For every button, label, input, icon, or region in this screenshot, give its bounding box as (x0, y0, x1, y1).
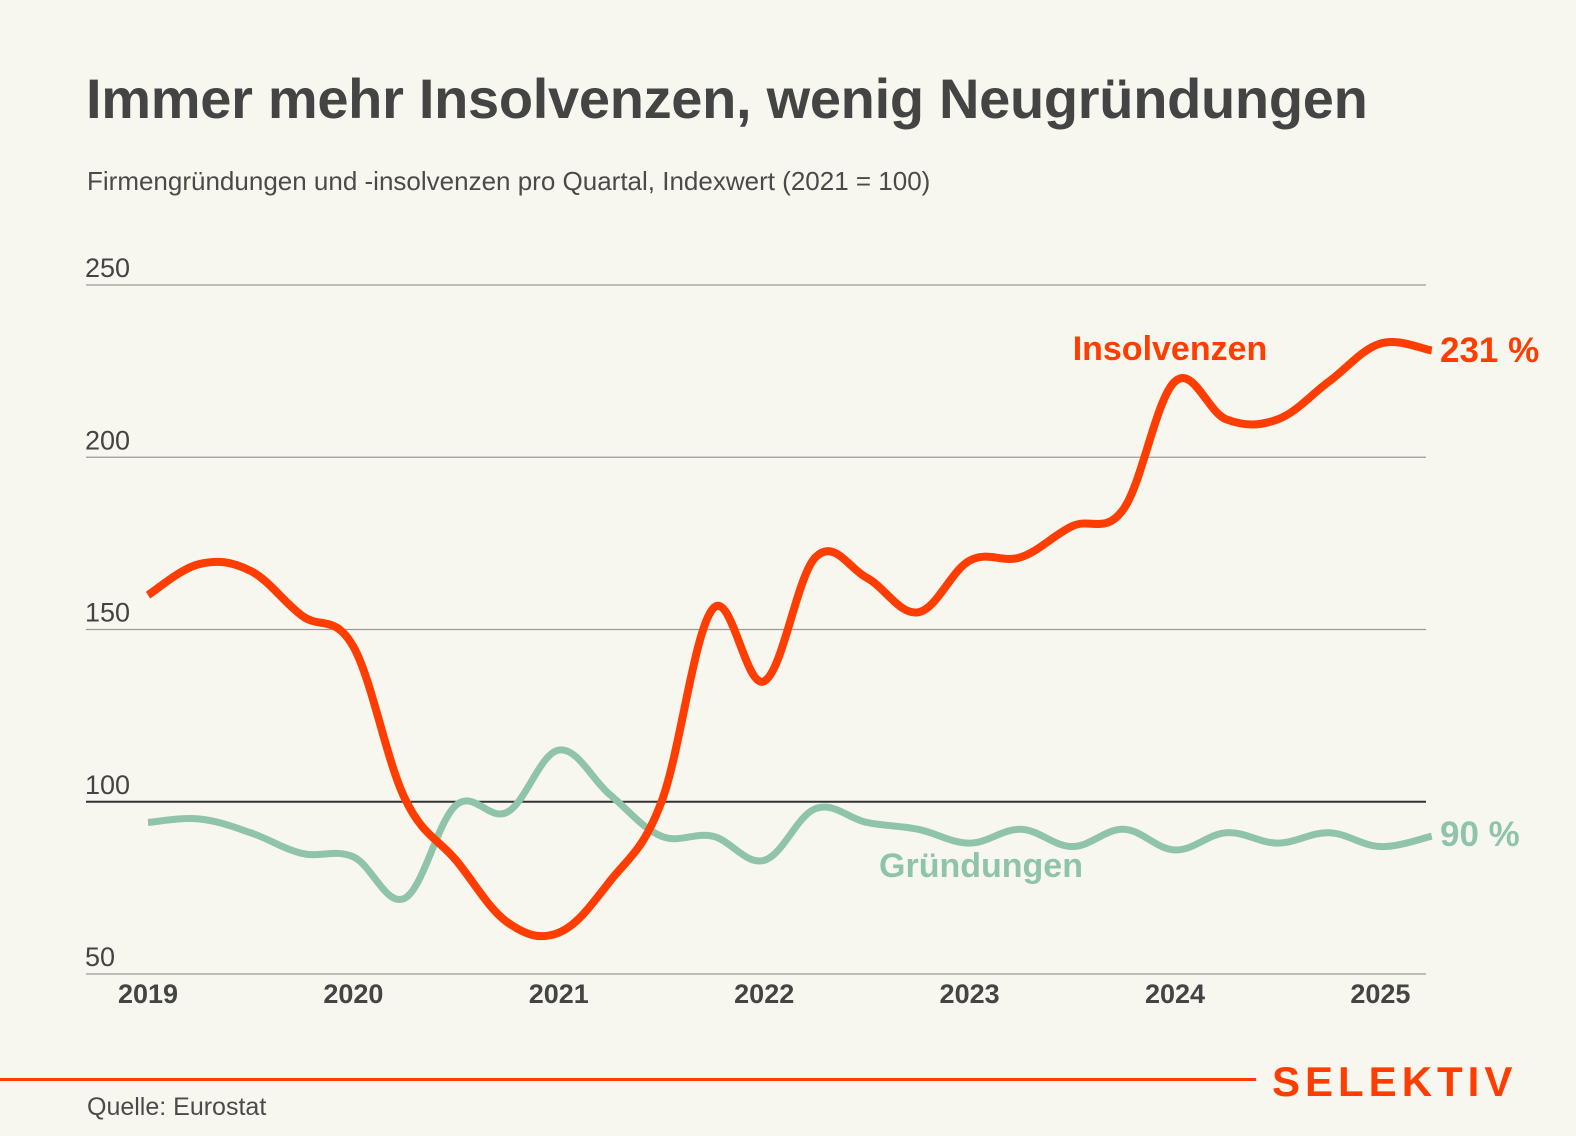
end-value-label-insolvenzen: 231 % (1440, 331, 1539, 370)
series-lines (145, 338, 1433, 941)
y-tick-label: 50 (85, 942, 115, 972)
x-tick-label: 2022 (734, 979, 794, 1009)
series-labels: Insolvenzen 231 % Gründungen 90 % (879, 330, 1539, 885)
x-tick-label: 2023 (940, 979, 1000, 1009)
x-tick-label: 2019 (118, 979, 178, 1009)
x-tick-label: 2020 (323, 979, 383, 1009)
series-label-gruendungen: Gründungen (879, 847, 1083, 885)
chart-subtitle: Firmengründungen und -insolvenzen pro Qu… (87, 166, 931, 196)
grid-lines (86, 284, 1426, 975)
series-line-gruendungen (147, 746, 1433, 903)
y-axis-ticks: 50 100 150 200 250 (85, 253, 130, 972)
series-label-insolvenzen: Insolvenzen (1073, 330, 1268, 368)
y-tick-label: 150 (85, 598, 130, 628)
x-tick-label: 2024 (1145, 979, 1205, 1009)
x-axis-ticks: 2019 2020 2021 2022 2023 2024 2025 (118, 979, 1410, 1009)
end-value-label-gruendungen: 90 % (1440, 815, 1520, 854)
footer-divider (0, 1078, 1256, 1081)
y-tick-label: 100 (85, 770, 130, 800)
series-line-insolvenzen (145, 338, 1433, 941)
brand-logo: SELEKTIV (1272, 1058, 1518, 1105)
source-note: Quelle: Eurostat (87, 1093, 267, 1121)
x-tick-label: 2021 (529, 979, 589, 1009)
y-tick-label: 250 (85, 253, 130, 283)
x-tick-label: 2025 (1350, 979, 1410, 1009)
chart-title: Immer mehr Insolvenzen, wenig Neugründun… (86, 67, 1368, 130)
y-tick-label: 200 (85, 425, 130, 455)
